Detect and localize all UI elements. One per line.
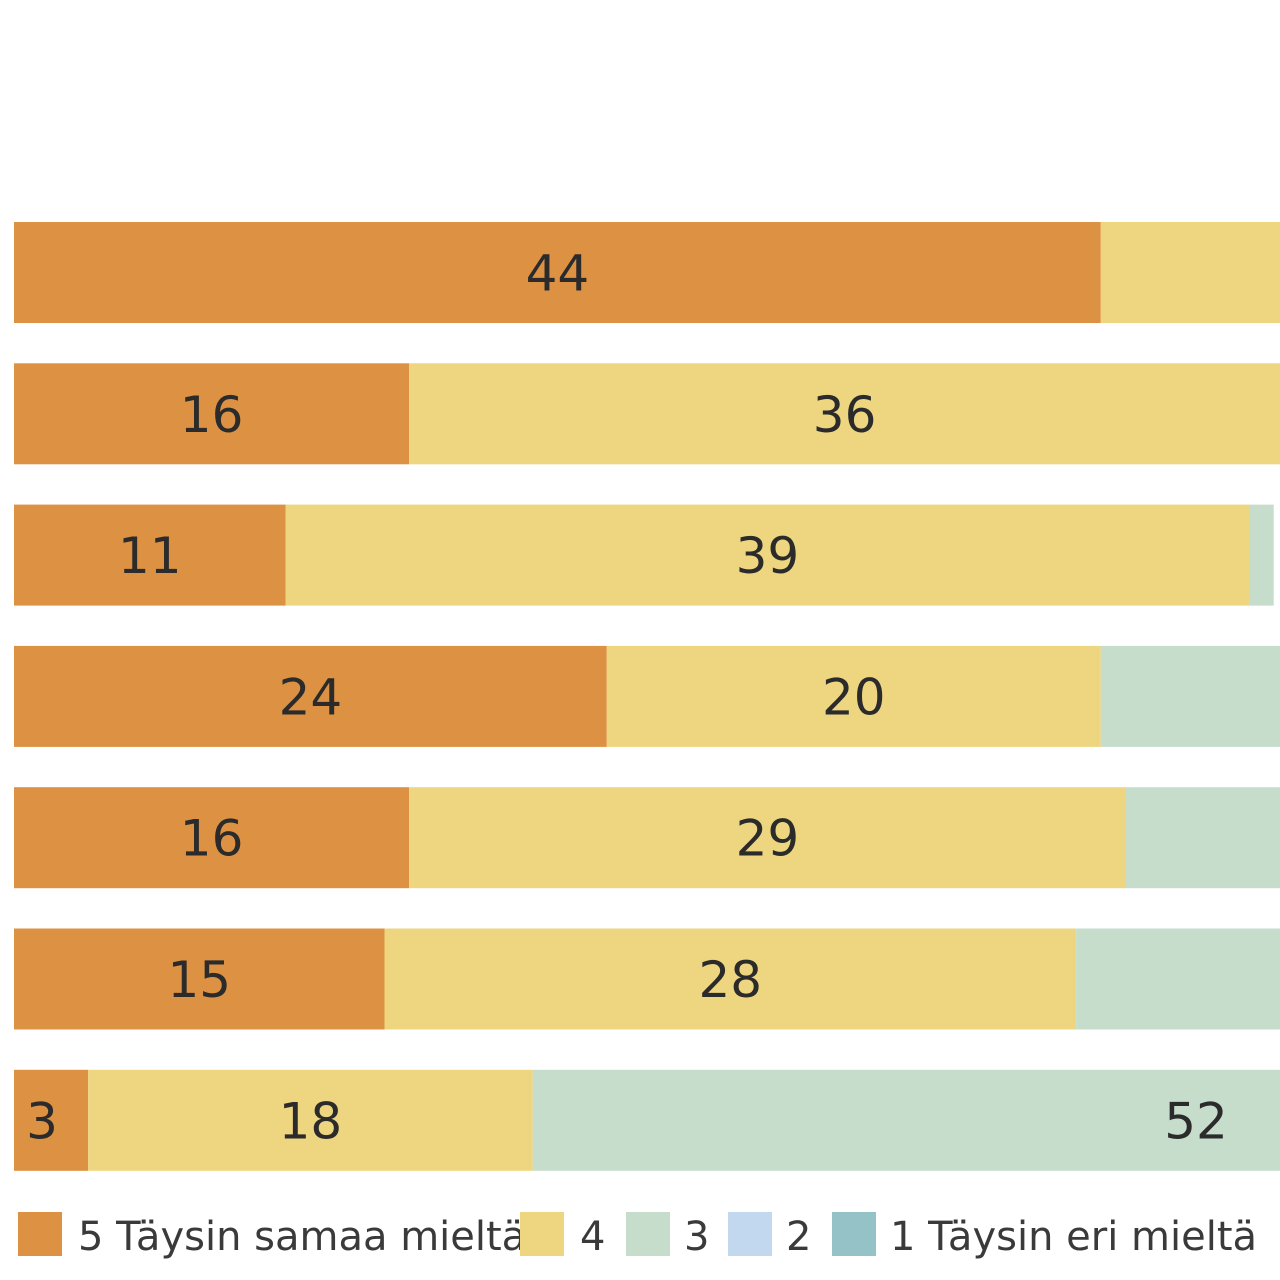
data-label-row4-series2: 20 [822, 668, 886, 726]
bar-row5-series2 [409, 787, 1126, 889]
data-label-row3-series2: 39 [736, 527, 800, 585]
bar-row6-series1 [14, 928, 385, 1030]
data-label-row4-series1: 24 [279, 668, 343, 726]
bar-row3-series3 [1249, 504, 1274, 606]
legend-label-5: 1 Täysin eri mieltä [890, 1214, 1257, 1260]
bar-row1-series2 [1100, 222, 1280, 323]
legend-swatch-5 [832, 1212, 876, 1256]
legend-swatch-4 [728, 1212, 772, 1256]
data-label-row5-series1: 16 [180, 810, 244, 868]
bar-row7-series2 [88, 1069, 533, 1171]
bar-row2-series1 [14, 363, 410, 465]
data-label-row3-series1: 11 [118, 527, 182, 585]
legend-label-4: 2 [786, 1214, 811, 1260]
data-label-row7-series1: 3 [26, 1092, 58, 1150]
bar-row4-series2 [606, 645, 1101, 747]
bar-row4-series1 [14, 645, 607, 747]
data-label-row1-series1: 44 [526, 245, 590, 303]
bars-group: 44 16 36 11 39 24 20 16 29 15 28 3 18 52 [14, 222, 1280, 1171]
bar-row1-series1 [14, 222, 1101, 323]
data-label-row2-series2: 36 [813, 386, 877, 444]
bar-row7-series1 [14, 1069, 89, 1171]
bar-row6-series3 [1076, 928, 1280, 1030]
data-label-row6-series1: 15 [167, 951, 231, 1009]
legend-label-1: 5 Täysin samaa mieltä [78, 1214, 526, 1260]
legend-swatch-3 [626, 1212, 670, 1256]
data-label-row2-series1: 16 [180, 386, 244, 444]
legend-label-2: 4 [580, 1214, 605, 1260]
data-label-row6-series2: 28 [698, 951, 762, 1009]
data-label-row7-series3: 52 [1164, 1092, 1228, 1150]
bar-row7-series3 [532, 1069, 1280, 1171]
data-label-row7-series2: 18 [279, 1092, 343, 1150]
bar-row5-series1 [14, 787, 410, 889]
bar-row4-series3 [1100, 645, 1280, 747]
legend-swatch-2 [520, 1212, 564, 1256]
bar-row2-series2 [409, 363, 1280, 465]
bar-row3-series1 [14, 504, 286, 606]
legend-label-3: 3 [684, 1214, 709, 1260]
bar-row5-series3 [1125, 787, 1280, 889]
legend: 5 Täysin samaa mieltä 4 3 2 1 Täysin eri mie… [18, 1212, 1257, 1260]
bar-row6-series2 [384, 928, 1077, 1030]
legend-swatch-1 [18, 1212, 62, 1256]
bar-row3-series2 [285, 504, 1249, 606]
data-label-row5-series2: 29 [736, 810, 800, 868]
